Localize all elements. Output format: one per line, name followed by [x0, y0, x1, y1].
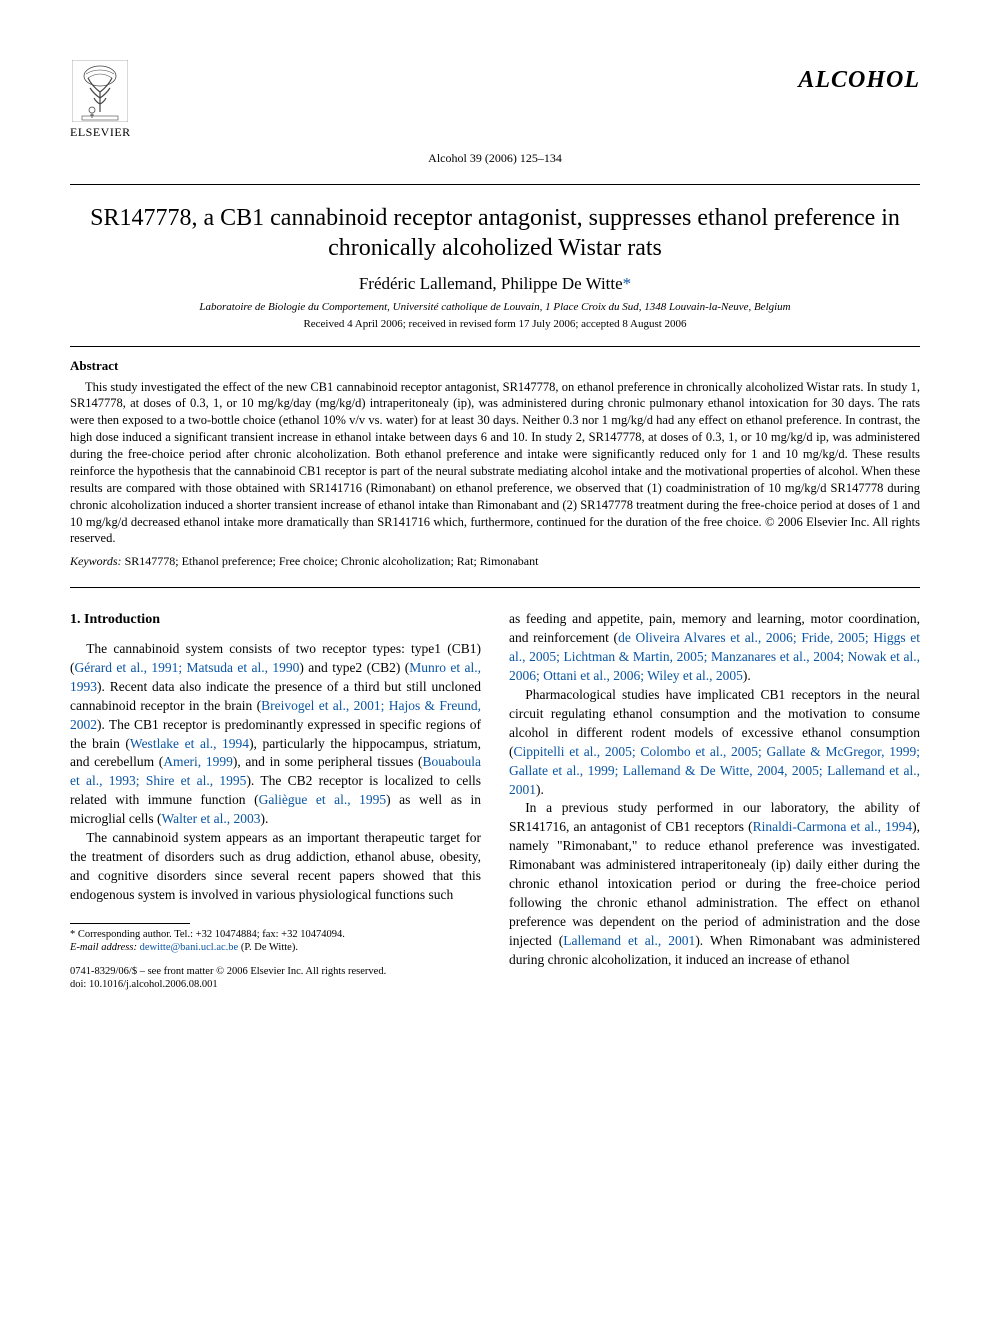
copyright-line-1: 0741-8329/06/$ – see front matter © 2006… [70, 965, 481, 979]
citation[interactable]: Gérard et al., 1991; Matsuda et al., 199… [75, 660, 300, 675]
citation[interactable]: Westlake et al., 1994 [130, 736, 249, 751]
citation[interactable]: Cippitelli et al., 2005; Colombo et al.,… [509, 744, 920, 797]
citation[interactable]: Lallemand et al., 2001 [563, 933, 695, 948]
journal-brand: ALCOHOL [798, 64, 920, 96]
body-columns: 1. Introduction The cannabinoid system c… [70, 610, 920, 992]
column-right: as feeding and appetite, pain, memory an… [509, 610, 920, 992]
corresponding-mark: * [623, 274, 632, 293]
author-names: Frédéric Lallemand, Philippe De Witte [359, 274, 623, 293]
publisher-name: ELSEVIER [70, 124, 131, 140]
copyright-block: 0741-8329/06/$ – see front matter © 2006… [70, 965, 481, 992]
corresponding-footnote: * Corresponding author. Tel.: +32 104748… [70, 928, 481, 955]
intro-para-1: The cannabinoid system consists of two r… [70, 640, 481, 829]
journal-reference: Alcohol 39 (2006) 125–134 [70, 150, 920, 166]
t: ). [536, 782, 544, 797]
rule-after-keywords [70, 587, 920, 588]
t: ). [743, 668, 751, 683]
keywords-text: SR147778; Ethanol preference; Free choic… [122, 554, 539, 568]
abstract-text: This study investigated the effect of th… [70, 379, 920, 548]
t: ) and type2 (CB2) ( [299, 660, 409, 675]
citation[interactable]: Ameri, 1999 [163, 754, 233, 769]
intro-para-3: Pharmacological studies have implicated … [509, 686, 920, 799]
email-label: E-mail address: [70, 942, 137, 953]
authors: Frédéric Lallemand, Philippe De Witte* [70, 273, 920, 296]
abstract-heading: Abstract [70, 357, 920, 375]
elsevier-tree-logo [72, 60, 128, 122]
article-dates: Received 4 April 2006; received in revis… [70, 317, 920, 332]
email-tail: (P. De Witte). [238, 942, 298, 953]
affiliation: Laboratoire de Biologie du Comportement,… [70, 300, 920, 315]
citation[interactable]: Galiègue et al., 1995 [259, 792, 387, 807]
t: ), and in some peripheral tissues ( [233, 754, 423, 769]
doi-line: doi: 10.1016/j.alcohol.2006.08.001 [70, 978, 481, 992]
keywords: Keywords: SR147778; Ethanol preference; … [70, 553, 920, 569]
section-heading-intro: 1. Introduction [70, 610, 481, 630]
intro-para-4: In a previous study performed in our lab… [509, 799, 920, 969]
header: ELSEVIER ALCOHOL [70, 60, 920, 140]
email-address[interactable]: dewitte@bani.ucl.ac.be [137, 942, 238, 953]
publisher-block: ELSEVIER [70, 60, 131, 140]
intro-para-2-cont: as feeding and appetite, pain, memory an… [509, 610, 920, 686]
intro-para-2: The cannabinoid system appears as an imp… [70, 829, 481, 905]
email-line: E-mail address: dewitte@bani.ucl.ac.be (… [70, 941, 481, 955]
footnote-rule [70, 923, 190, 924]
column-left: 1. Introduction The cannabinoid system c… [70, 610, 481, 992]
t: ), namely "Rimonabant," to reduce ethano… [509, 819, 920, 947]
keywords-label: Keywords: [70, 554, 122, 568]
corr-line: * Corresponding author. Tel.: +32 104748… [70, 928, 481, 942]
rule-top [70, 184, 920, 185]
citation[interactable]: Walter et al., 2003 [161, 811, 260, 826]
citation[interactable]: Rinaldi-Carmona et al., 1994 [753, 819, 913, 834]
t: ). [260, 811, 268, 826]
article-title: SR147778, a CB1 cannabinoid receptor ant… [70, 203, 920, 263]
rule-after-dates [70, 346, 920, 347]
